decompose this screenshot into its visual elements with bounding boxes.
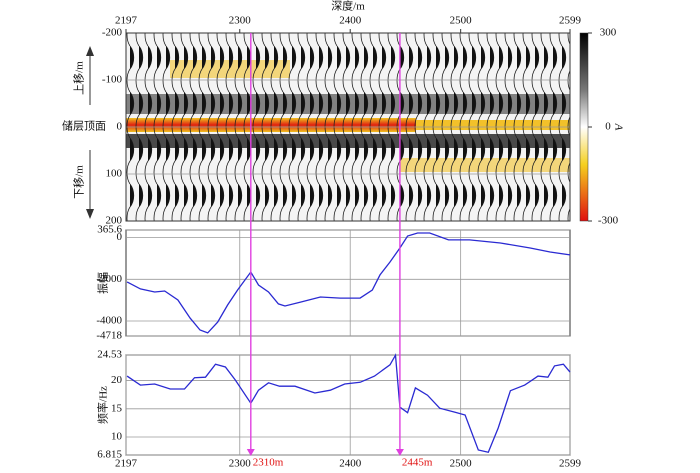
plot-frame xyxy=(125,32,571,222)
y-axis-title: 频率/Hz xyxy=(96,386,110,424)
x-tick-label: 2599 xyxy=(559,15,582,27)
marker-label: 2445m xyxy=(402,457,433,469)
y-tick-label: 15 xyxy=(111,402,123,414)
y-tick-label: -100 xyxy=(102,74,123,86)
y-tick-label: 6.815 xyxy=(97,449,122,461)
x-tick-label: 2599 xyxy=(559,458,582,470)
y-tick-label: -200 xyxy=(102,27,123,39)
colorbar-tick-label: 0 xyxy=(605,121,611,133)
y-tick-label: 200 xyxy=(106,215,123,227)
colorbar-label: A xyxy=(612,123,624,131)
x-axis-title: 深度/m xyxy=(331,0,365,13)
x-tick-label: 2500 xyxy=(450,458,473,470)
y-tick-label: 24.53 xyxy=(97,349,122,361)
x-tick-label: 2400 xyxy=(339,458,362,470)
marker-arrow xyxy=(395,449,404,456)
x-tick-label: 2300 xyxy=(229,15,252,27)
x-tick-label: 2197 xyxy=(115,458,138,470)
marker-label: 2310m xyxy=(253,457,284,469)
up-label: 上移/m xyxy=(73,61,86,95)
down-label: 下移/m xyxy=(73,165,86,199)
y-axis-title: 振幅 xyxy=(96,272,110,294)
y-tick-label: 100 xyxy=(106,168,123,180)
y-tick-label: 0 xyxy=(117,231,123,243)
x-tick-label: 2197 xyxy=(115,15,138,27)
y-tick-label: -4000 xyxy=(96,315,122,327)
y-tick-label: 20 xyxy=(111,374,123,386)
reference-label: 储层顶面 xyxy=(62,119,106,133)
plot-frame xyxy=(125,354,571,456)
y-tick-label: 0 xyxy=(117,121,123,133)
x-tick-label: 2400 xyxy=(339,15,362,27)
marker-arrow xyxy=(246,449,255,456)
colorbar-tick-label: 300 xyxy=(600,27,617,39)
x-tick-label: 2300 xyxy=(229,458,252,470)
y-tick-label: -4718 xyxy=(96,330,122,342)
colorbar-tick-label: -300 xyxy=(598,215,619,227)
data-line xyxy=(126,232,571,334)
y-tick-label: 10 xyxy=(111,431,123,443)
data-line xyxy=(126,353,571,454)
y-tick-label: -2000 xyxy=(96,273,122,285)
x-tick-label: 2500 xyxy=(450,15,473,27)
y-tick-label: 365.6 xyxy=(97,224,122,236)
